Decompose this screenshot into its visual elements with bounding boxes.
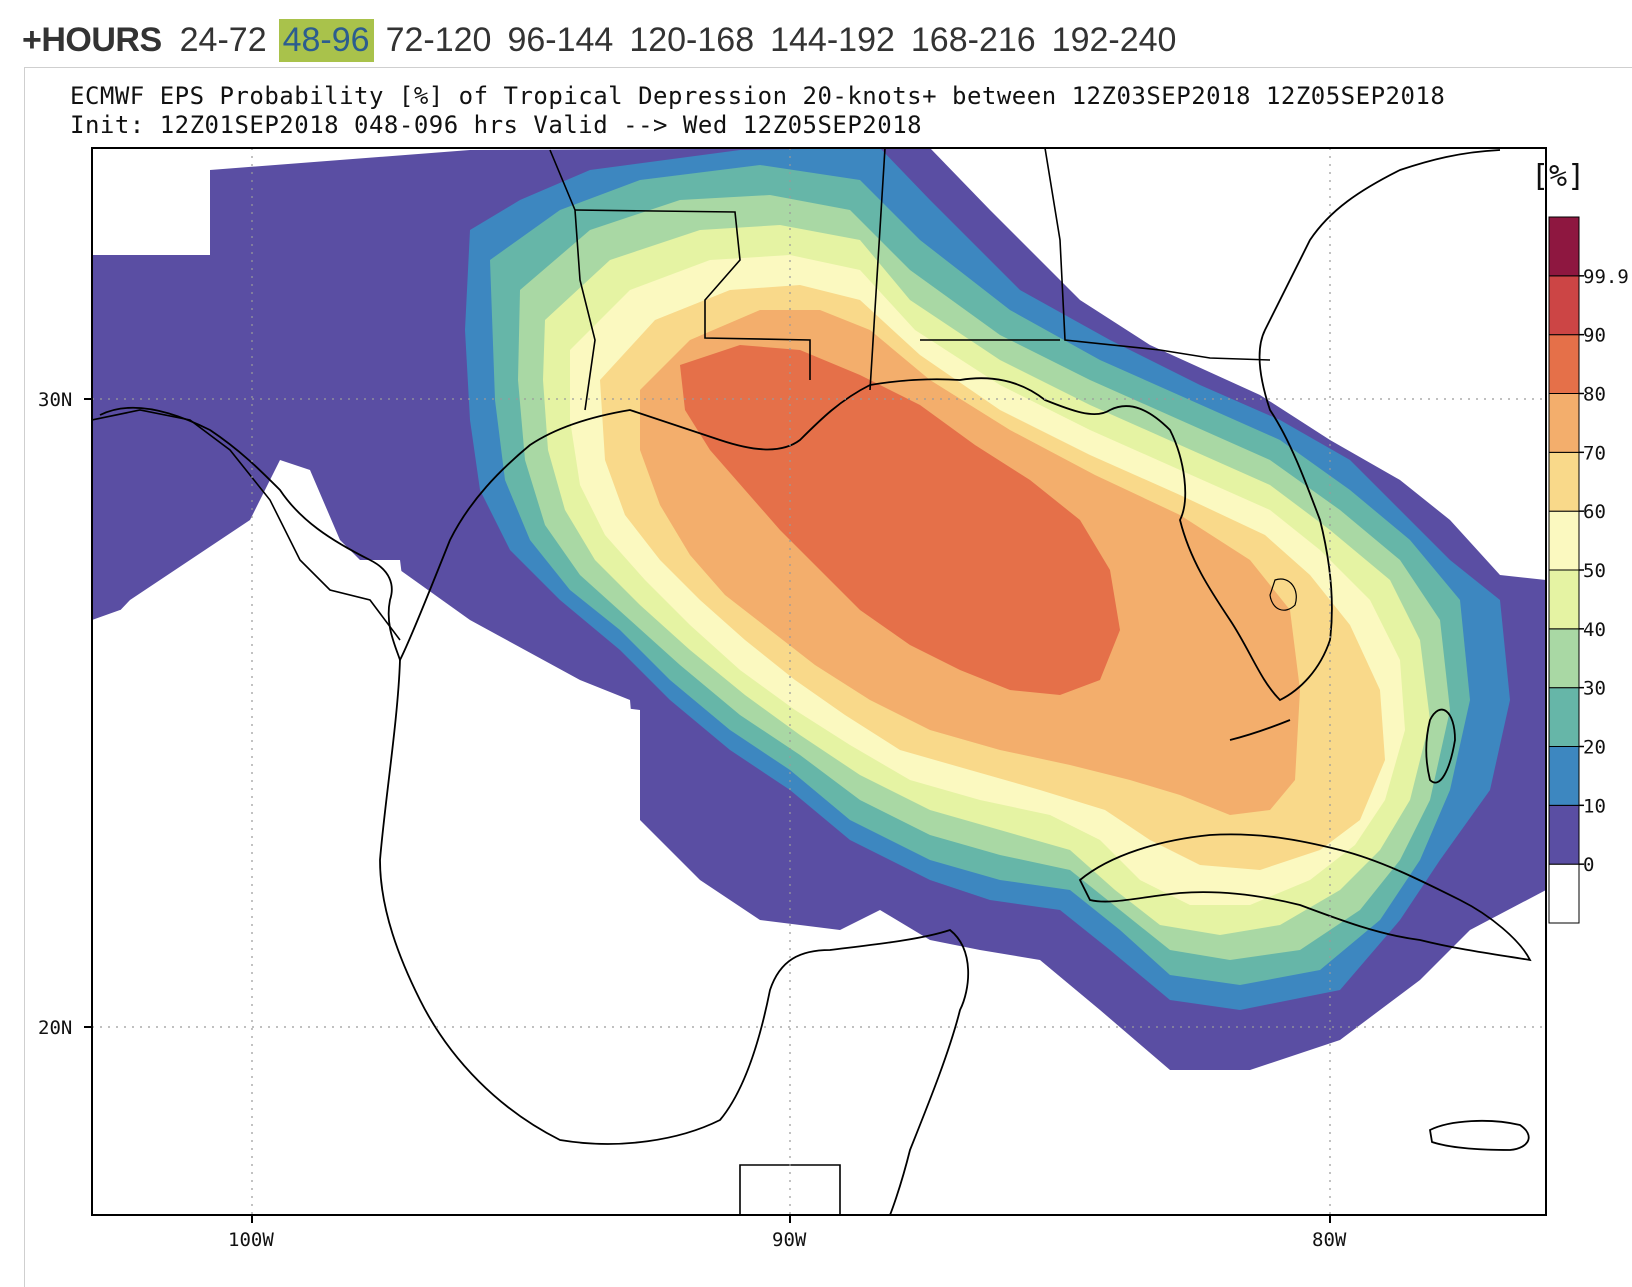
colorbar-swatch <box>1548 451 1580 512</box>
border-louisiana-north <box>574 209 811 380</box>
colorbar-unit: [%] <box>1531 159 1585 194</box>
axis-ticks <box>84 398 1331 1223</box>
us-gulf-coast <box>99 149 1501 702</box>
colorbar-label: 40 <box>1583 619 1606 641</box>
border-alabama-georgia <box>1044 148 1271 361</box>
colorbar-swatch <box>1548 510 1580 571</box>
border-texas-louisiana <box>549 149 596 411</box>
florida-keys <box>1229 719 1291 741</box>
colorbar-swatch <box>1548 334 1580 394</box>
colorbar-label: 99.9 <box>1583 266 1629 288</box>
colorbar-label: 20 <box>1583 737 1606 759</box>
colorbar-swatch <box>1548 628 1580 689</box>
prob-band-90 <box>680 345 1120 695</box>
colorbar-swatch <box>1548 569 1580 630</box>
range-72-120[interactable]: 72-120 <box>385 20 492 59</box>
colorbar-label: 70 <box>1583 442 1606 464</box>
cuba-coast <box>1078 833 1532 962</box>
lon-label-100w: 100W <box>228 1229 274 1251</box>
land-cutout-mexico <box>330 600 1000 1215</box>
map-border <box>91 147 1547 1216</box>
colorbar-swatch <box>1548 275 1580 336</box>
lat-label-20n: 20N <box>38 1017 72 1039</box>
colorbar-swatch <box>1548 216 1580 277</box>
colorbar-label: 50 <box>1583 560 1606 582</box>
lat-label-30n: 30N <box>38 389 72 411</box>
range-168-216[interactable]: 168-216 <box>910 20 1036 59</box>
jamaica-coast <box>1429 1119 1530 1151</box>
political-borders <box>92 148 1271 1215</box>
gridlines <box>92 148 1546 1215</box>
colorbar-label: 90 <box>1583 325 1606 347</box>
map-title: ECMWF EPS Probability [%] of Tropical De… <box>70 82 1446 110</box>
colorbar: [%] 0 10 20 30 40 50 60 70 80 90 99.9 <box>1531 159 1629 924</box>
lon-label-90w: 90W <box>772 1229 807 1251</box>
colorbar-label: 60 <box>1583 501 1606 523</box>
colorbar-swatch <box>1548 746 1580 806</box>
colorbar-swatch <box>1548 393 1580 453</box>
coastlines <box>99 149 1532 1215</box>
hours-label: +HOURS <box>22 20 162 59</box>
range-144-192[interactable]: 144-192 <box>770 20 895 59</box>
colorbar-labels: 0 10 20 30 40 50 60 70 80 90 99.9 <box>1579 266 1629 876</box>
range-120-168[interactable]: 120-168 <box>629 20 755 59</box>
border-us-mexico <box>92 409 401 641</box>
land-cutout-texas <box>92 460 410 1215</box>
colorbar-swatches <box>1548 216 1580 924</box>
range-24-72[interactable]: 24-72 <box>179 20 267 59</box>
bahamas-islands <box>1425 708 1456 784</box>
hours-selector: +HOURS 24-72 48-96 72-120 96-144 120-168… <box>22 14 1188 66</box>
lon-label-80w: 80W <box>1312 1229 1347 1251</box>
colorbar-label: 10 <box>1583 795 1606 817</box>
mexico-gulf-coast <box>379 659 970 1215</box>
range-192-240[interactable]: 192-240 <box>1051 20 1177 59</box>
colorbar-label: 30 <box>1583 678 1606 700</box>
border-mississippi-alabama <box>869 148 886 391</box>
colorbar-label: 0 <box>1583 854 1594 876</box>
colorbar-swatch <box>1548 804 1580 865</box>
colorbar-swatch <box>1548 863 1580 924</box>
colorbar-swatch <box>1548 687 1580 748</box>
lake-okeechobee <box>1269 578 1297 611</box>
range-96-144[interactable]: 96-144 <box>507 20 614 59</box>
map-subtitle: Init: 12Z01SEP2018 048-096 hrs Valid -->… <box>70 111 923 139</box>
land-cutout-northwest <box>92 148 210 255</box>
colorbar-label: 80 <box>1583 384 1606 406</box>
range-48-96[interactable]: 48-96 <box>278 18 374 62</box>
